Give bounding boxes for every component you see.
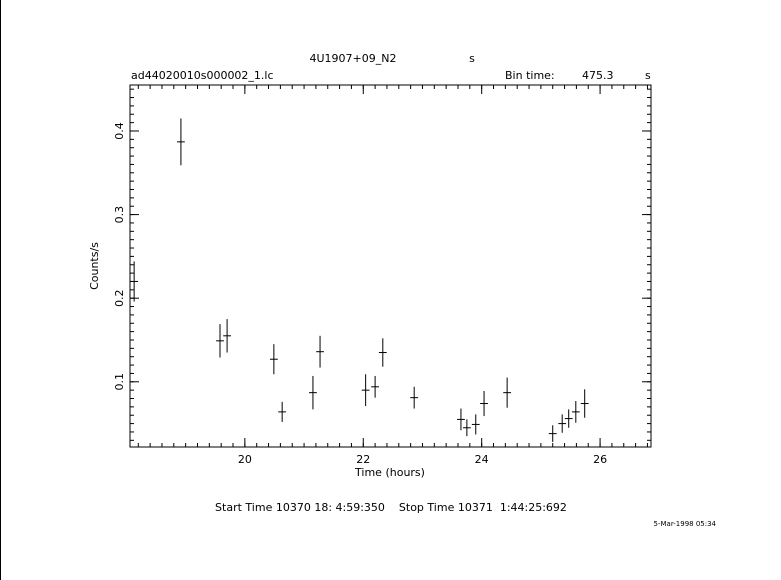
title-unit: s xyxy=(469,52,475,65)
x-tick-label: 20 xyxy=(238,453,252,466)
plot-frame xyxy=(129,84,652,448)
y-tick-label: 0.2 xyxy=(113,289,126,307)
y-axis-label: Counts/s xyxy=(88,242,101,290)
y-tick-label: 0.3 xyxy=(113,206,126,224)
bin-time: 475.3 xyxy=(582,69,614,82)
x-axis-label: Time (hours) xyxy=(354,466,425,479)
file-name: ad44020010s000002_1.lc xyxy=(131,69,274,82)
x-tick-label: 24 xyxy=(475,453,489,466)
x-tick-label: 26 xyxy=(593,453,607,466)
footer: Start Time 10370 18: 4:59:350 Stop Time … xyxy=(215,501,567,514)
date-stamp: 5-Mar-1998 05:34 xyxy=(654,520,717,528)
y-tick-label: 0.1 xyxy=(113,373,126,391)
x-tick-label: 22 xyxy=(356,453,370,466)
bin-time-unit: s xyxy=(645,69,651,82)
y-tick-label: 0.4 xyxy=(113,122,126,140)
bin-time-label: Bin time: xyxy=(505,69,555,82)
chart-title: 4U1907+09_N2 xyxy=(310,52,397,65)
